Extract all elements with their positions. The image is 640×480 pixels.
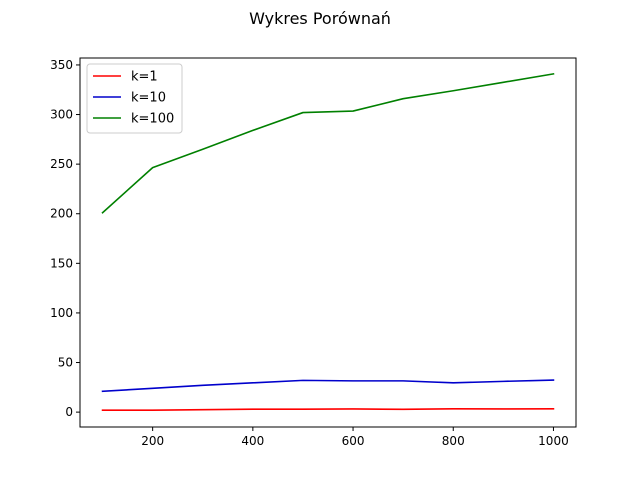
y-tick-label: 0 bbox=[65, 405, 73, 419]
series-line-k-10 bbox=[101, 379, 555, 393]
x-tick-label: 200 bbox=[141, 434, 164, 448]
legend: k=1 k=10 k=100 bbox=[86, 63, 183, 134]
legend-label: k=1 bbox=[131, 70, 158, 85]
series-line-k-100 bbox=[101, 72, 555, 214]
legend-box bbox=[86, 63, 183, 134]
axes-frame bbox=[79, 57, 577, 428]
y-tick-label: 250 bbox=[50, 157, 73, 171]
y-tick-label: 100 bbox=[50, 306, 73, 320]
axes: 200 400 600 800 1000 0 50 100 150 200 250 300 350 bbox=[50, 57, 577, 448]
y-tick-label: 200 bbox=[50, 207, 73, 221]
y-tick-label: 350 bbox=[50, 58, 73, 72]
chart-title: Wykres Porównań bbox=[249, 9, 391, 28]
y-tick-label: 300 bbox=[50, 108, 73, 122]
x-tick-label: 600 bbox=[342, 434, 365, 448]
y-tick-label: 50 bbox=[58, 356, 73, 370]
series-line-k-1 bbox=[101, 408, 555, 411]
x-tick-label: 400 bbox=[241, 434, 264, 448]
legend-label: k=100 bbox=[131, 112, 174, 127]
legend-label: k=10 bbox=[131, 91, 166, 106]
x-tick-label: 1000 bbox=[538, 434, 569, 448]
y-tick-label: 150 bbox=[50, 256, 73, 270]
x-tick-label: 800 bbox=[442, 434, 465, 448]
plot-area bbox=[101, 72, 555, 411]
